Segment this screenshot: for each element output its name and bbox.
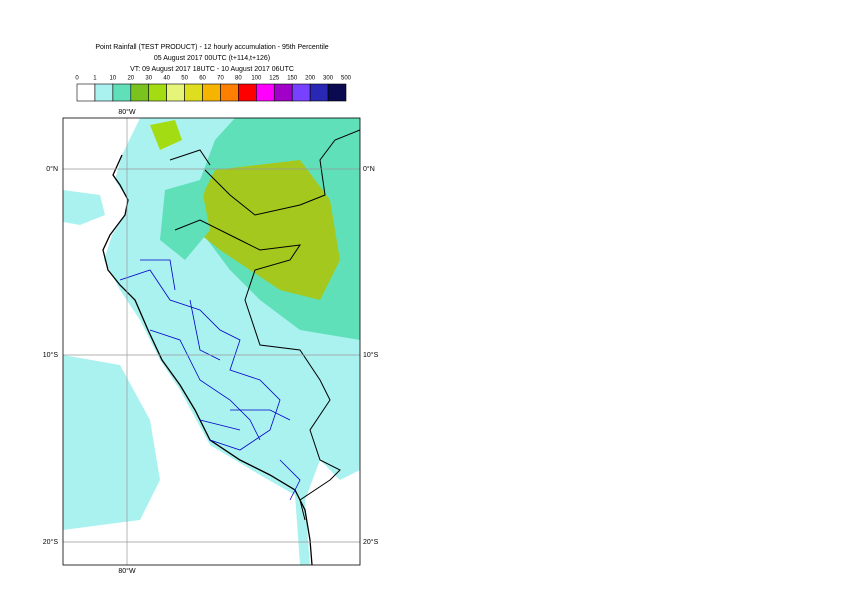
rain-area bbox=[160, 180, 210, 260]
legend-swatch bbox=[256, 83, 275, 102]
title-line: Point Rainfall (TEST PRODUCT) - 12 hourl… bbox=[95, 44, 328, 51]
legend-label: 200 bbox=[305, 76, 316, 82]
legend-swatch bbox=[202, 83, 221, 102]
lat-label: 0°N bbox=[46, 165, 58, 173]
legend-swatch bbox=[94, 83, 114, 102]
lon-label: 80°W bbox=[118, 108, 136, 116]
legend-label: 10 bbox=[110, 76, 117, 82]
lat-label: 20°S bbox=[363, 538, 379, 546]
title-line: VT: 09 August 2017 18UTC - 10 August 201… bbox=[130, 66, 294, 73]
legend-swatch bbox=[327, 83, 347, 102]
legend-label: 50 bbox=[181, 76, 188, 82]
legend-label: 60 bbox=[199, 76, 206, 82]
legend-label: 40 bbox=[163, 76, 170, 82]
legend-swatch bbox=[76, 83, 96, 102]
rain-area bbox=[63, 190, 105, 225]
legend-swatch bbox=[220, 83, 239, 102]
legend: 0 1 10 20 30 40 50 60 70 80 100 125 150 200 300 500 bbox=[75, 76, 352, 102]
legend-swatch bbox=[273, 83, 293, 102]
rain-area bbox=[150, 120, 182, 150]
legend-label: 125 bbox=[269, 76, 280, 82]
graticule bbox=[63, 118, 360, 565]
lat-label: 10°S bbox=[363, 351, 379, 359]
legend-swatch bbox=[238, 83, 257, 102]
legend-swatch bbox=[130, 83, 150, 102]
lat-label: 20°S bbox=[43, 538, 59, 546]
rain-area bbox=[63, 355, 160, 530]
legend-swatch bbox=[166, 83, 185, 102]
legend-swatch bbox=[309, 83, 329, 102]
border bbox=[169, 129, 360, 521]
map-frame bbox=[62, 117, 361, 566]
legend-label: 70 bbox=[217, 76, 224, 82]
legend-label: 300 bbox=[323, 76, 334, 82]
map: 80°W 80°W 0°N 0°N 10°S 10°S 20°S 20°S bbox=[43, 108, 379, 575]
legend-label: 0 bbox=[75, 76, 79, 82]
lat-label: 10°S bbox=[43, 351, 59, 359]
legend-label: 20 bbox=[127, 76, 134, 82]
title-line: 05 August 2017 00UTC (t+114,t+126) bbox=[154, 55, 270, 62]
legend-label: 1 bbox=[93, 76, 97, 82]
lon-label: 80°W bbox=[118, 567, 136, 575]
rain-area bbox=[195, 160, 340, 300]
legend-swatch bbox=[184, 83, 203, 102]
legend-swatch bbox=[291, 83, 311, 102]
legend-swatch bbox=[112, 83, 132, 102]
title-block: Point Rainfall (TEST PRODUCT) - 12 hourl… bbox=[95, 44, 328, 73]
legend-swatch bbox=[148, 83, 167, 102]
legend-label: 100 bbox=[251, 76, 262, 82]
legend-label: 150 bbox=[287, 76, 298, 82]
legend-label: 30 bbox=[145, 76, 152, 82]
legend-label: 500 bbox=[341, 76, 352, 82]
lat-label: 0°N bbox=[363, 165, 375, 173]
legend-label: 80 bbox=[235, 76, 242, 82]
